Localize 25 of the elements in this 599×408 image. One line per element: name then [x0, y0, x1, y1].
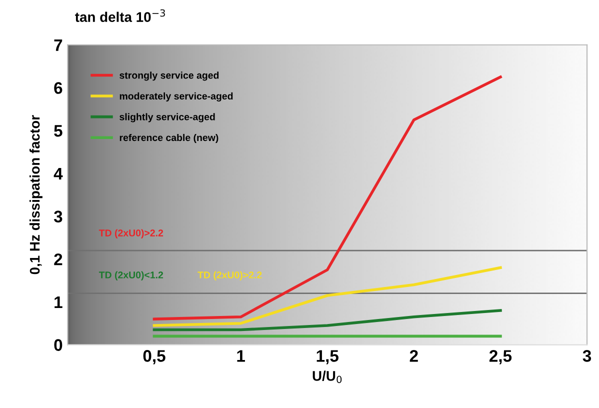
x-tick-label: 1 [237, 350, 245, 362]
y-tick-label: 6 [54, 82, 62, 94]
legend-label: reference cable (new) [120, 134, 218, 143]
y-tick-label: 7 [54, 39, 62, 51]
chart-title: tan delta 10$^{−3}$ [75, 9, 165, 22]
y-tick-label: 3 [54, 210, 62, 222]
annotation: TD (2xU0)>2.2 [198, 271, 262, 280]
legend-label: moderately service-aged [120, 92, 233, 102]
annotation: TD (2xU0)>2.2 [98, 229, 164, 238]
x-tick-label: 2 [410, 350, 418, 362]
annotation: TD (2xU0)<1.2 [98, 271, 164, 280]
y-axis-title: 0,1 Hz dissipation factor [30, 115, 42, 274]
y-tick-label: 2 [54, 253, 62, 266]
legend-label: slightly service-aged [120, 113, 215, 122]
x-tick-label: 0,5 [143, 350, 166, 364]
line-series [152, 309, 502, 332]
y-tick-label: 1 [54, 296, 62, 308]
y-tick-label: 4 [54, 168, 63, 180]
x-tick-label: 1,5 [316, 350, 338, 364]
x-axis-title: U/U$_{0}$ [312, 370, 342, 384]
y-tick-label: 0 [54, 339, 62, 351]
legend-label: strongly service aged [120, 72, 219, 81]
y-tick-label: 5 [54, 125, 62, 137]
x-tick-label: 2,5 [489, 350, 512, 364]
x-tick-label: 3 [582, 350, 592, 362]
